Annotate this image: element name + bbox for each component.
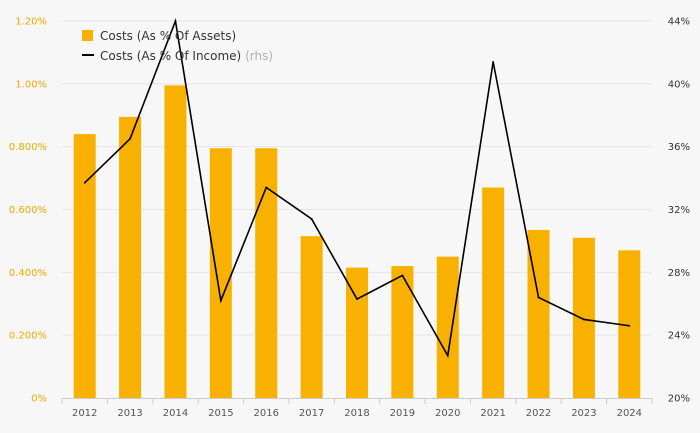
x-axis-tick-label: 2017	[299, 408, 324, 419]
right-axis-tick-label: 36%	[668, 142, 690, 153]
right-axis-tick-label: 24%	[668, 331, 690, 342]
line-point	[83, 181, 86, 184]
gridlines	[62, 20, 652, 336]
x-axis-tick-label: 2016	[254, 408, 279, 419]
left-axis-tick-label: 0.600%	[9, 205, 47, 216]
x-axis-tick-label: 2023	[571, 408, 596, 419]
legend-label-bar: Costs (As % Of Assets)	[100, 29, 236, 43]
line-point	[310, 218, 313, 220]
axes: 0% 0.200% 0.400% 0.600% 0.800% 1.00% 1.20% 20% 2…	[9, 17, 690, 420]
legend-label-line: Costs (As % Of Income) (rhs)	[100, 49, 273, 63]
right-axis-tick-label: 44%	[668, 17, 690, 28]
x-axis-tick-label: 2014	[163, 408, 188, 419]
left-axis-tick-label: 0.400%	[9, 268, 47, 279]
bar	[436, 256, 459, 398]
bar	[300, 236, 323, 398]
right-axis-tick-label: 20%	[668, 394, 690, 405]
left-axis-tick-label: 0.800%	[9, 142, 47, 153]
x-axis-tick-label: 2015	[208, 408, 233, 419]
right-axis-tick-label: 32%	[668, 205, 690, 216]
line-point	[583, 318, 585, 321]
line-point	[446, 354, 449, 357]
bar	[346, 267, 368, 398]
legend-label-line-text: Costs (As % Of Income)	[100, 49, 241, 63]
right-axis-tick-label: 28%	[668, 268, 690, 279]
left-axis-tick-label: 0%	[31, 394, 47, 405]
x-axis-tick-label: 2024	[617, 408, 642, 419]
bar	[119, 116, 142, 398]
line-point	[174, 20, 177, 22]
x-axis-tick-label: 2013	[117, 408, 142, 419]
left-axis-tick-label: 1.20%	[15, 17, 47, 28]
bar-series	[73, 85, 641, 398]
bar	[572, 237, 595, 398]
bar	[209, 148, 232, 398]
bar	[391, 266, 414, 398]
line-series	[83, 17, 631, 358]
line-point	[628, 324, 631, 327]
line-point	[537, 296, 540, 299]
legend: Costs (As % Of Assets) Costs (As % Of In…	[82, 29, 273, 63]
x-axis-tick-label: 2012	[72, 408, 97, 419]
line-point	[219, 299, 222, 302]
left-axis-tick-label: 0.200%	[9, 331, 47, 342]
line-point	[129, 137, 131, 140]
line-point	[401, 274, 404, 277]
left-axis-tick-label: 1.00%	[15, 79, 47, 90]
right-axis-tick-label: 40%	[668, 79, 690, 90]
line-point	[492, 60, 495, 63]
x-axis-tick-label: 2021	[480, 408, 505, 419]
legend-label-line-note: (rhs)	[245, 49, 273, 63]
x-axis-tick-label: 2020	[435, 408, 460, 419]
bar	[164, 85, 187, 398]
bar	[618, 250, 641, 398]
bar	[255, 148, 278, 398]
line-point	[356, 298, 358, 300]
x-axis-tick-label: 2019	[390, 408, 415, 419]
x-axis-tick-label: 2022	[526, 408, 551, 419]
bar	[482, 187, 505, 398]
legend-swatch-bar	[82, 30, 93, 41]
bar	[73, 134, 96, 398]
line-point	[265, 186, 268, 189]
x-axis-tick-label: 2018	[344, 408, 369, 419]
